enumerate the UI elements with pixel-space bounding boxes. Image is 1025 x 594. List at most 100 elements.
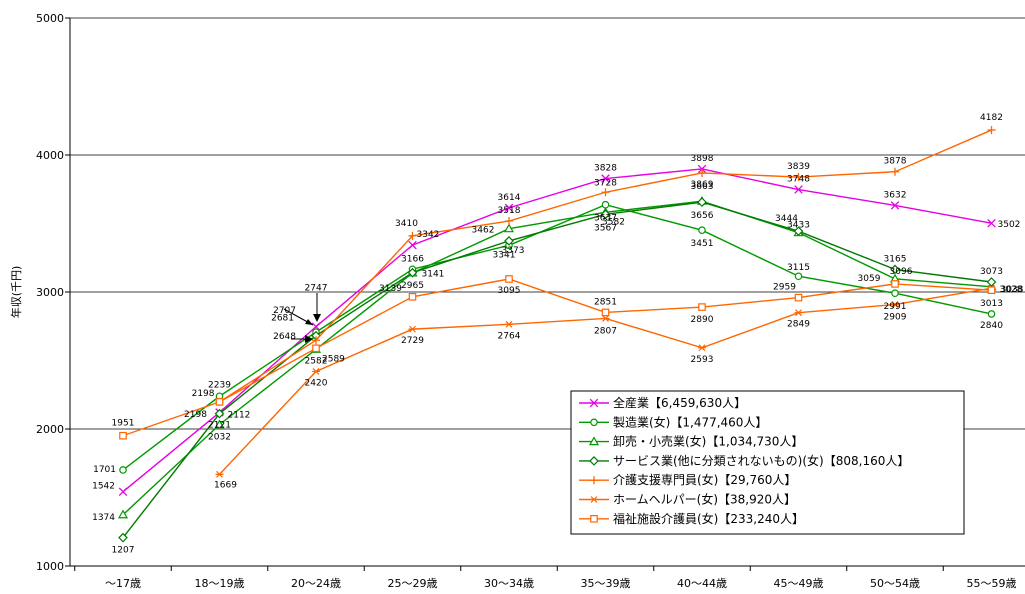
data-point bbox=[407, 267, 418, 278]
legend-marker bbox=[590, 496, 598, 503]
data-point bbox=[601, 200, 610, 209]
legend-item: サービス業(他に分類されないもの)(女)【808,160人】 bbox=[579, 453, 909, 468]
data-label: 3095 bbox=[498, 286, 521, 296]
data-point bbox=[698, 344, 706, 352]
data-point bbox=[601, 308, 610, 317]
data-label: 3341 bbox=[493, 250, 516, 260]
data-label: 3013 bbox=[980, 299, 1003, 309]
data-label: 2112 bbox=[228, 411, 251, 421]
data-label: 3073 bbox=[980, 267, 1003, 277]
data-label: 3656 bbox=[691, 211, 714, 221]
data-label: 3451 bbox=[691, 239, 714, 249]
data-label: 2121 bbox=[208, 420, 231, 430]
data-label: 3502 bbox=[998, 220, 1021, 230]
x-tick-label: 20～24歳 bbox=[291, 577, 341, 590]
data-label: 2747 bbox=[305, 284, 328, 294]
data-label: 3728 bbox=[594, 178, 617, 188]
data-point bbox=[891, 289, 899, 298]
data-label: 2198 bbox=[184, 410, 207, 420]
x-tick-label: 18～19歳 bbox=[195, 577, 245, 590]
data-point bbox=[312, 368, 320, 375]
data-label: 2589 bbox=[322, 354, 345, 364]
data-label: 2582 bbox=[305, 356, 328, 366]
data-labels: 1542 2121 2747 3342 3614 3828 3898 3748 3632 3502… bbox=[92, 113, 1024, 556]
data-label: 3444 bbox=[775, 214, 798, 224]
data-point bbox=[987, 126, 996, 135]
series-5 bbox=[215, 284, 996, 478]
legend: 全産業【6,459,630人】製造業(女)【1,477,460人】卸売・小売業(… bbox=[570, 390, 965, 535]
legend-marker bbox=[589, 398, 599, 408]
data-point bbox=[891, 167, 899, 176]
data-label: 4182 bbox=[980, 113, 1003, 123]
data-label: 2420 bbox=[305, 378, 328, 388]
data-label: 2707 bbox=[273, 306, 296, 316]
y-axis-tick-labels: 1000 2000 3000 4000 5000 bbox=[36, 12, 64, 573]
data-point bbox=[312, 336, 320, 345]
data-label: 3518 bbox=[498, 206, 521, 216]
data-label: 3898 bbox=[691, 154, 714, 164]
data-point bbox=[987, 310, 996, 318]
data-point bbox=[214, 419, 225, 429]
data-label: 3663 bbox=[691, 182, 714, 192]
data-point bbox=[312, 344, 320, 353]
data-point bbox=[215, 398, 224, 406]
data-point bbox=[505, 275, 513, 283]
data-label: 3878 bbox=[884, 157, 907, 167]
data-label: 3433 bbox=[787, 221, 810, 231]
data-label: 2764 bbox=[498, 331, 521, 341]
x-tick-label: 35～39歳 bbox=[581, 577, 631, 590]
x-tick-label: 50～54歳 bbox=[870, 577, 920, 590]
legend-item: ホームヘルパー(女)【38,920人】 bbox=[579, 492, 796, 507]
data-label: 3637 bbox=[594, 214, 617, 224]
data-label: 2909 bbox=[884, 312, 907, 322]
data-point bbox=[600, 209, 611, 220]
data-label: 3582 bbox=[602, 217, 625, 227]
y-axis-label: 年収(千円) bbox=[9, 266, 23, 319]
legend-label: 卸売・小売業(女)【1,034,730人】 bbox=[613, 434, 803, 449]
x-tick-label: 30～34歳 bbox=[484, 577, 534, 590]
legend-marker bbox=[589, 456, 599, 466]
y-tick-label: 4000 bbox=[36, 149, 64, 162]
data-label: 3462 bbox=[472, 226, 495, 236]
y-tick-label: 5000 bbox=[36, 12, 64, 25]
data-label: 3828 bbox=[594, 164, 617, 174]
data-point bbox=[793, 226, 804, 237]
legend-item: 福祉施設介護員(女)【233,240人】 bbox=[579, 511, 804, 526]
legend-label: ホームヘルパー(女)【38,920人】 bbox=[613, 492, 796, 507]
data-label: 1669 bbox=[214, 480, 237, 490]
data-point bbox=[408, 325, 417, 333]
data-label: 3166 bbox=[401, 254, 424, 264]
y-tick-label: 2000 bbox=[36, 423, 64, 436]
data-label: 3632 bbox=[884, 190, 907, 200]
legend-marker bbox=[590, 418, 598, 427]
data-point bbox=[601, 188, 610, 197]
data-label: 3096 bbox=[890, 267, 913, 277]
legend-marker bbox=[590, 476, 598, 485]
data-label: 2849 bbox=[787, 320, 810, 330]
legend-item: 卸売・小売業(女)【1,034,730人】 bbox=[579, 434, 803, 449]
data-point bbox=[601, 315, 610, 322]
data-point bbox=[697, 197, 707, 207]
data-label: 3373 bbox=[502, 246, 525, 256]
data-label: 3115 bbox=[787, 263, 810, 273]
data-point bbox=[794, 272, 803, 281]
data-point bbox=[986, 277, 997, 287]
data-label: 3038 bbox=[1001, 285, 1024, 295]
series-line bbox=[122, 168, 992, 493]
data-point bbox=[119, 431, 127, 440]
data-label: 3748 bbox=[787, 175, 810, 185]
data-point bbox=[890, 264, 900, 275]
legend-label: 全産業【6,459,630人】 bbox=[613, 395, 746, 410]
data-point bbox=[117, 509, 129, 519]
data-label: 2959 bbox=[773, 283, 796, 293]
data-label: 1701 bbox=[93, 465, 116, 475]
data-label: 2593 bbox=[691, 355, 714, 365]
data-label: 3614 bbox=[498, 193, 521, 203]
data-point bbox=[698, 226, 706, 235]
data-label: 2890 bbox=[691, 315, 714, 325]
data-label: 3141 bbox=[422, 270, 445, 280]
data-label: 2991 bbox=[884, 302, 907, 312]
x-tick-label: 40～44歳 bbox=[677, 577, 727, 590]
data-label: 2032 bbox=[208, 433, 231, 443]
